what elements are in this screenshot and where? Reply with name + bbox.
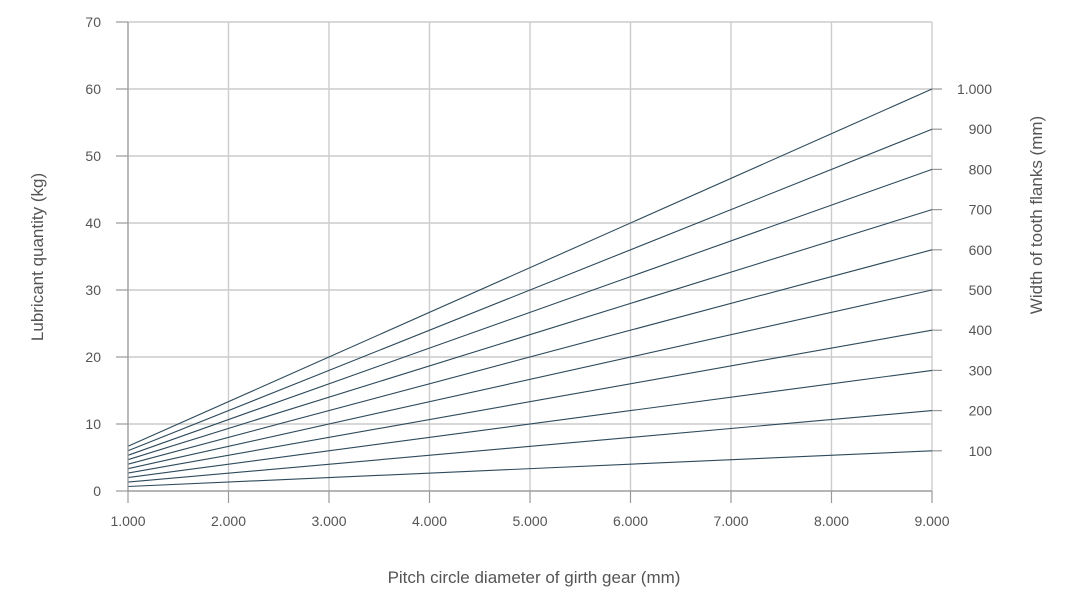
series-line-6 — [127, 249, 933, 465]
x-tick-label: 1.000 — [110, 513, 145, 529]
y-tick-label: 40 — [85, 215, 101, 231]
y-tick-label: 60 — [85, 81, 101, 97]
series-line-4 — [127, 329, 933, 474]
x-tick-label: 5.000 — [512, 513, 547, 529]
y2-tick-label: 100 — [969, 443, 993, 459]
y2-tick-label: 500 — [969, 282, 993, 298]
x-tick-label: 2.000 — [211, 513, 246, 529]
y-tick-label: 10 — [85, 416, 101, 432]
x-axis-title: Pitch circle diameter of girth gear (mm) — [388, 568, 681, 587]
y2-tick-label: 400 — [969, 322, 993, 338]
y2-tick-label: 600 — [969, 242, 993, 258]
x-tick-label: 3.000 — [311, 513, 346, 529]
grid — [127, 21, 933, 492]
x-tick-labels: 1.000 2.000 3.000 4.000 5.000 6.000 7.000 8.000… — [110, 513, 949, 529]
x-tick-label: 9.000 — [914, 513, 949, 529]
y-tick-label: 20 — [85, 349, 101, 365]
x-tick-label: 8.000 — [814, 513, 849, 529]
series-line-2 — [127, 410, 933, 483]
series-line-8 — [127, 168, 933, 456]
y2-tick-label: 900 — [969, 121, 993, 137]
series-line-1 — [127, 450, 933, 488]
x-tick-label: 4.000 — [412, 513, 447, 529]
y2-tick-label: 700 — [969, 202, 993, 218]
y2-tick-label: 1.000 — [957, 81, 992, 97]
x-tick-label: 7.000 — [713, 513, 748, 529]
y2-tick-labels: 100 200 300 400 500 600 700 800 900 1.000 — [957, 81, 992, 459]
y2-tick-label: 200 — [969, 403, 993, 419]
y-axis-title: Lubricant quantity (kg) — [28, 173, 47, 341]
axes — [116, 21, 942, 503]
y2-tick-label: 800 — [969, 161, 993, 177]
x-tick-label: 6.000 — [613, 513, 648, 529]
y2-tick-label: 300 — [969, 362, 993, 378]
y-tick-label: 30 — [85, 282, 101, 298]
series-line-7 — [127, 209, 933, 461]
series-lines — [127, 88, 933, 488]
series-line-5 — [127, 289, 933, 470]
series-line-10 — [127, 88, 933, 447]
y-tick-label: 50 — [85, 148, 101, 164]
series-line-9 — [127, 128, 933, 452]
y-tick-labels: 0 10 20 30 40 50 60 70 — [85, 14, 101, 499]
y2-axis-title: Width of tooth flanks (mm) — [1027, 116, 1046, 314]
series-line-3 — [127, 369, 933, 479]
y-tick-label: 0 — [93, 483, 101, 499]
y-tick-label: 70 — [85, 14, 101, 30]
